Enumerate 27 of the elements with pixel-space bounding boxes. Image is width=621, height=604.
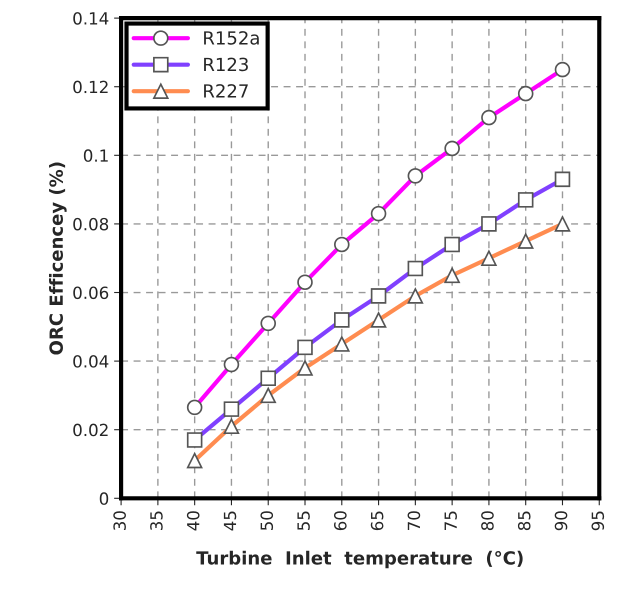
- legend-label: R152a: [204, 31, 259, 45]
- x-tick-label: 55: [297, 512, 310, 530]
- y-tick-label: 0.1: [84, 149, 108, 162]
- x-tick-label: 60: [334, 511, 347, 530]
- x-tick-label: 85: [518, 512, 531, 530]
- x-tick-label: 90: [554, 511, 568, 530]
- y-tick-label: 0.14: [73, 12, 108, 25]
- x-tick-label: 70: [408, 511, 420, 530]
- x-tick-label: 40: [186, 511, 200, 530]
- x-tick-label: 50: [260, 511, 274, 530]
- x-tick-label: 80: [481, 511, 494, 530]
- x-axis-title: Turbine Inlet temperature (°C): [196, 550, 523, 568]
- y-tick-label: 0.08: [73, 218, 108, 230]
- x-tick-label: 95: [591, 512, 604, 530]
- x-tick-label: 65: [370, 512, 384, 530]
- y-axis-title: ORC Efficencey (%): [49, 162, 67, 355]
- legend-label: R123: [204, 58, 248, 72]
- legend-label: R227: [204, 84, 248, 98]
- x-tick-label: 30: [113, 511, 126, 530]
- x-tick-label: 45: [224, 512, 236, 530]
- x-tick-label: 35: [150, 512, 163, 530]
- y-tick-label: 0.06: [73, 286, 108, 300]
- y-tick-label: 0.12: [73, 80, 108, 94]
- y-tick-label: 0: [100, 492, 108, 505]
- x-tick-label: 75: [444, 512, 457, 530]
- y-tick-label: 0.04: [73, 355, 108, 368]
- y-tick-label: 0.02: [73, 424, 108, 436]
